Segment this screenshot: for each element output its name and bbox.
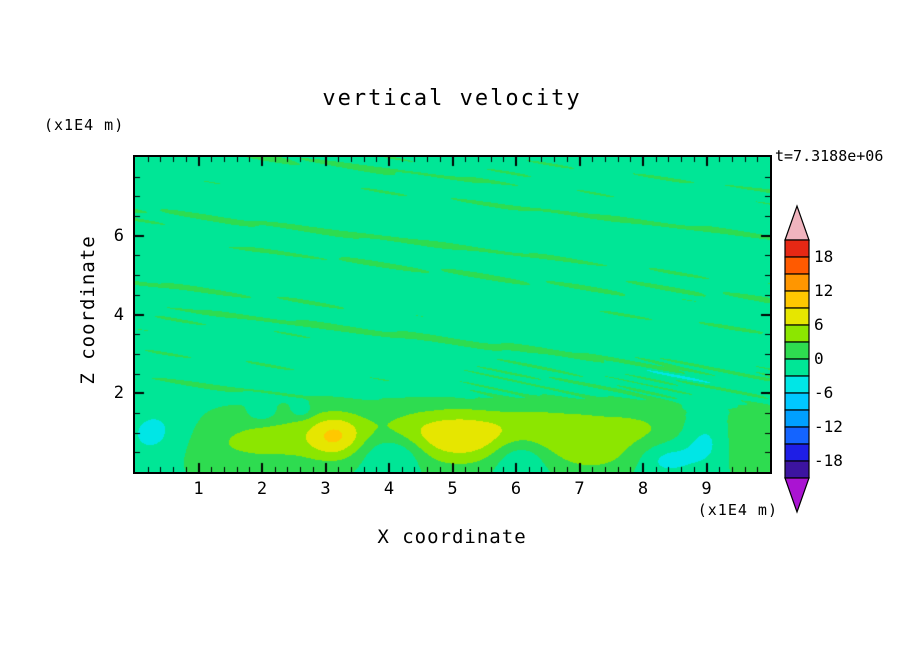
colorbar-cell xyxy=(784,426,810,445)
x-tick-label: 7 xyxy=(574,479,585,499)
x-tick-label: 3 xyxy=(320,479,331,499)
colorbar-cell xyxy=(784,273,810,292)
vertical-velocity-contour-field xyxy=(135,157,770,472)
x-tick-label: 4 xyxy=(383,479,395,499)
colorbar-cell xyxy=(784,239,810,258)
colorbar-label: -18 xyxy=(814,451,843,470)
colorbar-label: 0 xyxy=(814,349,824,368)
x-tick-label: 6 xyxy=(510,479,522,499)
colorbar-cell xyxy=(784,358,810,377)
y-tick-label: 4 xyxy=(113,304,124,325)
x-axis-label: X coordinate xyxy=(377,526,527,548)
plot-frame xyxy=(133,155,772,474)
x-tick-label: 1 xyxy=(193,479,204,499)
time-annotation: t=7.3188e+06 xyxy=(775,147,884,165)
colorbar-svg xyxy=(784,204,810,514)
colorbar-cell xyxy=(784,375,810,394)
colorbar-cell xyxy=(784,443,810,462)
x-tick-label: 2 xyxy=(256,479,268,499)
colorbar-label: 6 xyxy=(814,315,824,334)
x-axis-unit: (x1E4 m) xyxy=(697,501,778,519)
y-tick-label: 2 xyxy=(113,383,124,404)
colorbar-cell xyxy=(784,307,810,326)
colorbar-arrow-low xyxy=(784,477,810,514)
colorbar-cell xyxy=(784,341,810,360)
colorbar-label: 12 xyxy=(814,281,834,300)
page-title: vertical velocity xyxy=(322,86,582,111)
x-tick-label: 5 xyxy=(447,479,458,499)
colorbar-label: -12 xyxy=(814,417,843,436)
colorbar-label: -6 xyxy=(814,383,834,402)
y-tick-label: 6 xyxy=(113,225,124,246)
colorbar-cell xyxy=(784,256,810,275)
colorbar-label: 18 xyxy=(814,247,834,266)
colorbar-arrow-high xyxy=(784,204,810,241)
x-tick-label: 8 xyxy=(637,479,649,499)
x-tick-label: 9 xyxy=(701,479,712,499)
y-axis-unit: (x1E4 m) xyxy=(44,116,125,134)
colorbar-cell xyxy=(784,460,810,479)
colorbar-cell xyxy=(784,324,810,343)
colorbar-cell xyxy=(784,409,810,428)
colorbar-cell xyxy=(784,392,810,411)
colorbar-cell xyxy=(784,290,810,309)
colorbar xyxy=(783,198,813,528)
